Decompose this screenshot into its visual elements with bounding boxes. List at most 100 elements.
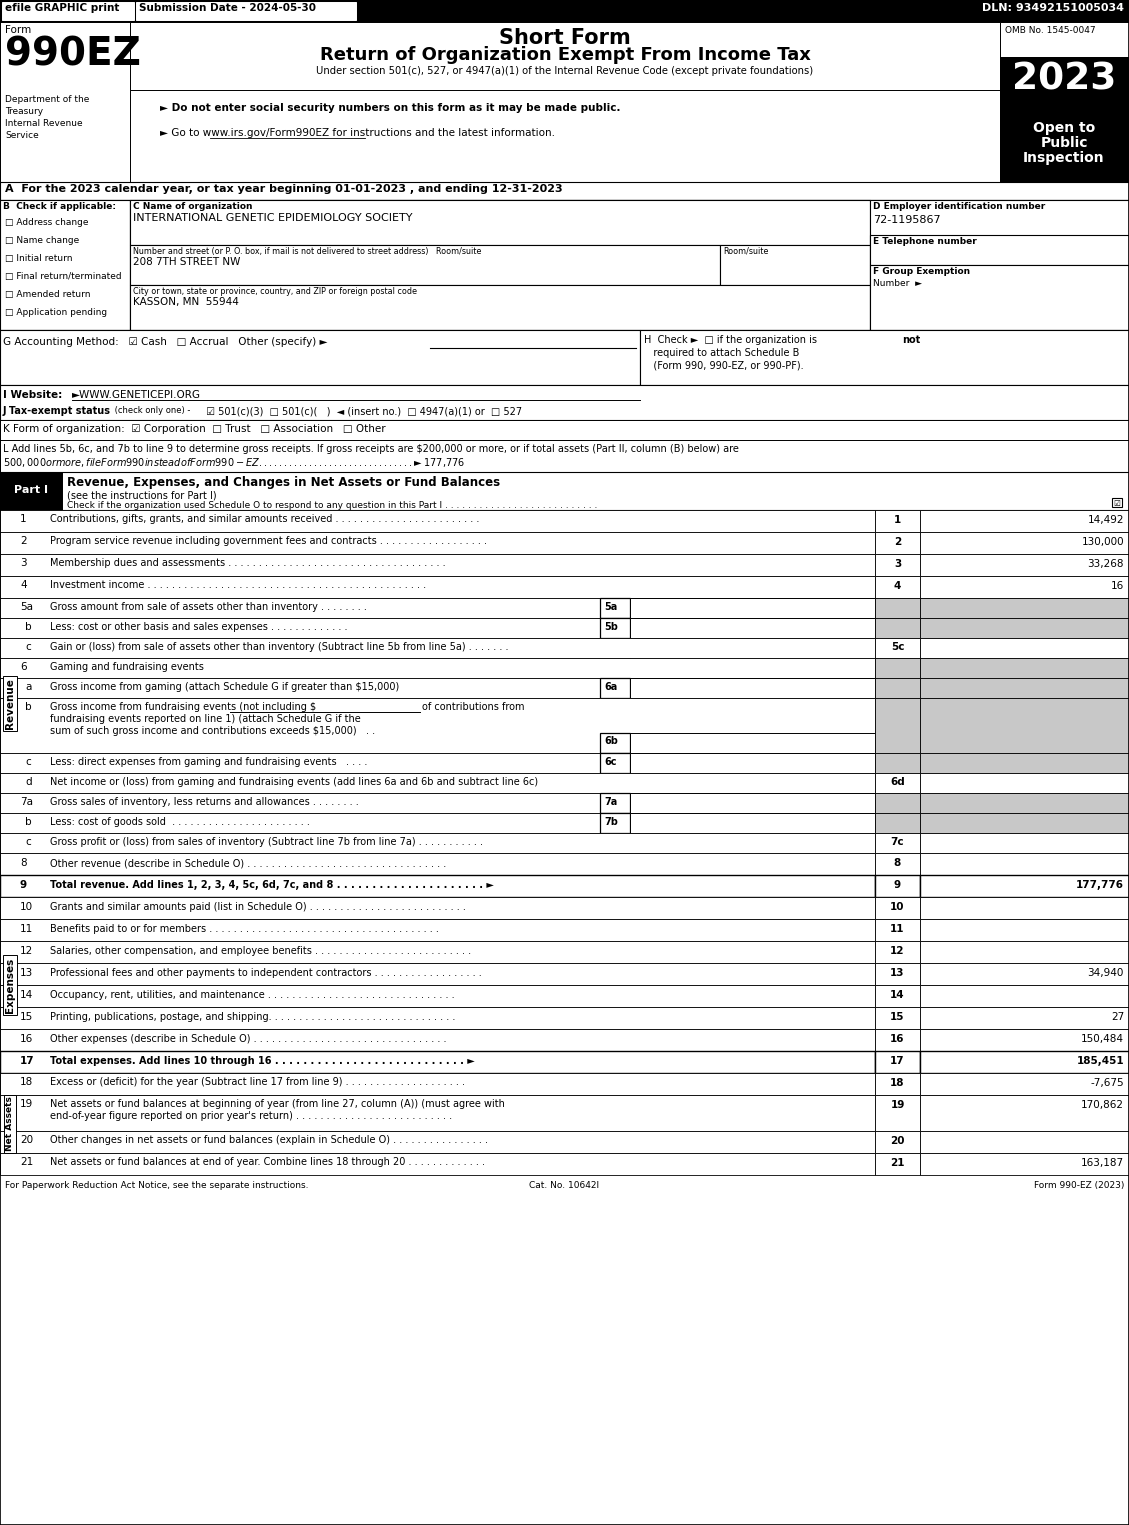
Bar [875, 753, 920, 773]
Text: Grants and similar amounts paid (list in Schedule O) . . . . . . . . . . . . . .: Grants and similar amounts paid (list in… [50, 901, 466, 912]
Bar [920, 598, 1129, 618]
Bar [870, 265, 1129, 329]
Bar [0, 962, 875, 985]
Text: INTERNATIONAL GENETIC EPIDEMIOLOGY SOCIETY: INTERNATIONAL GENETIC EPIDEMIOLOGY SOCIE… [133, 214, 412, 223]
Bar [875, 1153, 920, 1174]
Text: fundraising events reported on line 1) (attach Schedule G if the: fundraising events reported on line 1) (… [50, 714, 361, 724]
Text: K Form of organization:  ☑ Corporation  □ Trust   □ Association   □ Other: K Form of organization: ☑ Corporation □ … [3, 424, 386, 435]
Bar [875, 1006, 920, 1029]
Text: 7c: 7c [891, 837, 904, 846]
Bar [875, 833, 920, 852]
Text: ☑: ☑ [1113, 499, 1120, 508]
Text: 8: 8 [20, 859, 27, 868]
Bar [875, 897, 920, 920]
Text: c: c [25, 837, 30, 846]
Text: 16: 16 [1111, 581, 1124, 592]
Text: 17: 17 [20, 1055, 35, 1066]
Text: Form: Form [5, 24, 32, 35]
Bar [920, 679, 1129, 698]
Text: ☑ 501(c)(3)  □ 501(c)(   )  ◄ (insert no.)  □ 4947(a)(1) or  □ 527: ☑ 501(c)(3) □ 501(c)( ) ◄ (insert no.) □… [200, 406, 522, 416]
Text: c: c [25, 642, 30, 653]
Text: 1: 1 [20, 514, 27, 525]
Text: C Name of organization: C Name of organization [133, 201, 253, 210]
Bar [875, 532, 920, 554]
Bar [599, 618, 630, 637]
Text: Treasury: Treasury [5, 107, 43, 116]
Bar [0, 1051, 875, 1074]
Text: 21: 21 [891, 1157, 904, 1168]
Text: Gaming and fundraising events: Gaming and fundraising events [50, 662, 204, 673]
Bar [875, 1029, 920, 1051]
Text: 2023: 2023 [1012, 61, 1117, 98]
Bar [130, 200, 870, 329]
Bar [130, 200, 870, 246]
Text: 18: 18 [20, 1077, 33, 1087]
Bar [0, 941, 875, 962]
Text: J Tax-exempt status: J Tax-exempt status [3, 406, 111, 416]
Text: Benefits paid to or for members . . . . . . . . . . . . . . . . . . . . . . . . : Benefits paid to or for members . . . . … [50, 924, 439, 933]
Text: L Add lines 5b, 6c, and 7b to line 9 to determine gross receipts. If gross recei: L Add lines 5b, 6c, and 7b to line 9 to … [3, 444, 738, 454]
Text: Check if the organization used Schedule O to respond to any question in this Par: Check if the organization used Schedule … [67, 502, 597, 509]
Text: OMB No. 1545-0047: OMB No. 1545-0047 [1005, 26, 1095, 35]
Text: Short Form: Short Form [499, 27, 631, 47]
Text: Public: Public [1040, 136, 1087, 149]
Bar [2, 2, 134, 20]
Bar [640, 329, 1129, 384]
Text: 6b: 6b [604, 737, 618, 746]
Text: 15: 15 [891, 1013, 904, 1022]
Bar [0, 329, 1129, 384]
Bar [1112, 499, 1122, 506]
Text: ►WWW.GENETICEPI.ORG: ►WWW.GENETICEPI.ORG [72, 390, 201, 400]
Text: □ Application pending: □ Application pending [5, 308, 107, 317]
Bar [599, 753, 630, 773]
Text: 8: 8 [894, 859, 901, 868]
Bar [870, 200, 1129, 329]
Text: E Telephone number: E Telephone number [873, 236, 977, 246]
Bar [599, 734, 630, 753]
Bar [599, 679, 630, 698]
Text: 6d: 6d [890, 778, 904, 787]
Text: Revenue: Revenue [5, 679, 15, 729]
Bar [0, 329, 640, 384]
Bar [875, 941, 920, 962]
Bar [920, 509, 1129, 532]
Bar [130, 246, 720, 285]
Text: Program service revenue including government fees and contracts . . . . . . . . : Program service revenue including govern… [50, 535, 487, 546]
Text: d: d [25, 778, 32, 787]
Text: Submission Date - 2024-05-30: Submission Date - 2024-05-30 [139, 3, 316, 14]
Bar [630, 618, 875, 637]
Bar [920, 793, 1129, 813]
Text: 15: 15 [20, 1013, 33, 1022]
Text: 12: 12 [891, 946, 904, 956]
Bar [875, 773, 920, 793]
Text: 12: 12 [20, 946, 33, 956]
Text: 7a: 7a [604, 798, 618, 807]
Text: 21: 21 [20, 1157, 33, 1167]
Bar [875, 637, 920, 657]
Bar [0, 0, 1129, 21]
Text: Other changes in net assets or fund balances (explain in Schedule O) . . . . . .: Other changes in net assets or fund bala… [50, 1135, 488, 1145]
Text: □ Amended return: □ Amended return [5, 290, 90, 299]
Text: Internal Revenue: Internal Revenue [5, 119, 82, 128]
Text: H  Check ►  □ if the organization is: H Check ► □ if the organization is [644, 336, 820, 345]
Text: efile GRAPHIC print: efile GRAPHIC print [5, 3, 120, 14]
Text: Investment income . . . . . . . . . . . . . . . . . . . . . . . . . . . . . . . : Investment income . . . . . . . . . . . … [50, 580, 426, 590]
Bar [0, 793, 875, 813]
Bar [875, 962, 920, 985]
Bar [599, 813, 630, 833]
Text: Gross sales of inventory, less returns and allowances . . . . . . . .: Gross sales of inventory, less returns a… [50, 798, 359, 807]
Text: 13: 13 [20, 968, 33, 978]
Bar [0, 384, 1129, 419]
Text: end-of-year figure reported on prior year's return) . . . . . . . . . . . . . . : end-of-year figure reported on prior yea… [50, 1112, 452, 1121]
Text: □ Initial return: □ Initial return [5, 255, 72, 262]
Bar [130, 21, 1000, 90]
Bar [0, 181, 1129, 200]
Text: Net Assets: Net Assets [6, 1096, 15, 1151]
Text: Net income or (loss) from gaming and fundraising events (add lines 6a and 6b and: Net income or (loss) from gaming and fun… [50, 778, 539, 787]
Text: KASSON, MN  55944: KASSON, MN 55944 [133, 297, 239, 307]
Text: sum of such gross income and contributions exceeds $15,000)   . .: sum of such gross income and contributio… [50, 726, 375, 737]
Text: Less: cost of goods sold  . . . . . . . . . . . . . . . . . . . . . . .: Less: cost of goods sold . . . . . . . .… [50, 817, 309, 827]
Bar [875, 813, 920, 833]
Text: 10: 10 [891, 901, 904, 912]
Bar [920, 897, 1129, 920]
